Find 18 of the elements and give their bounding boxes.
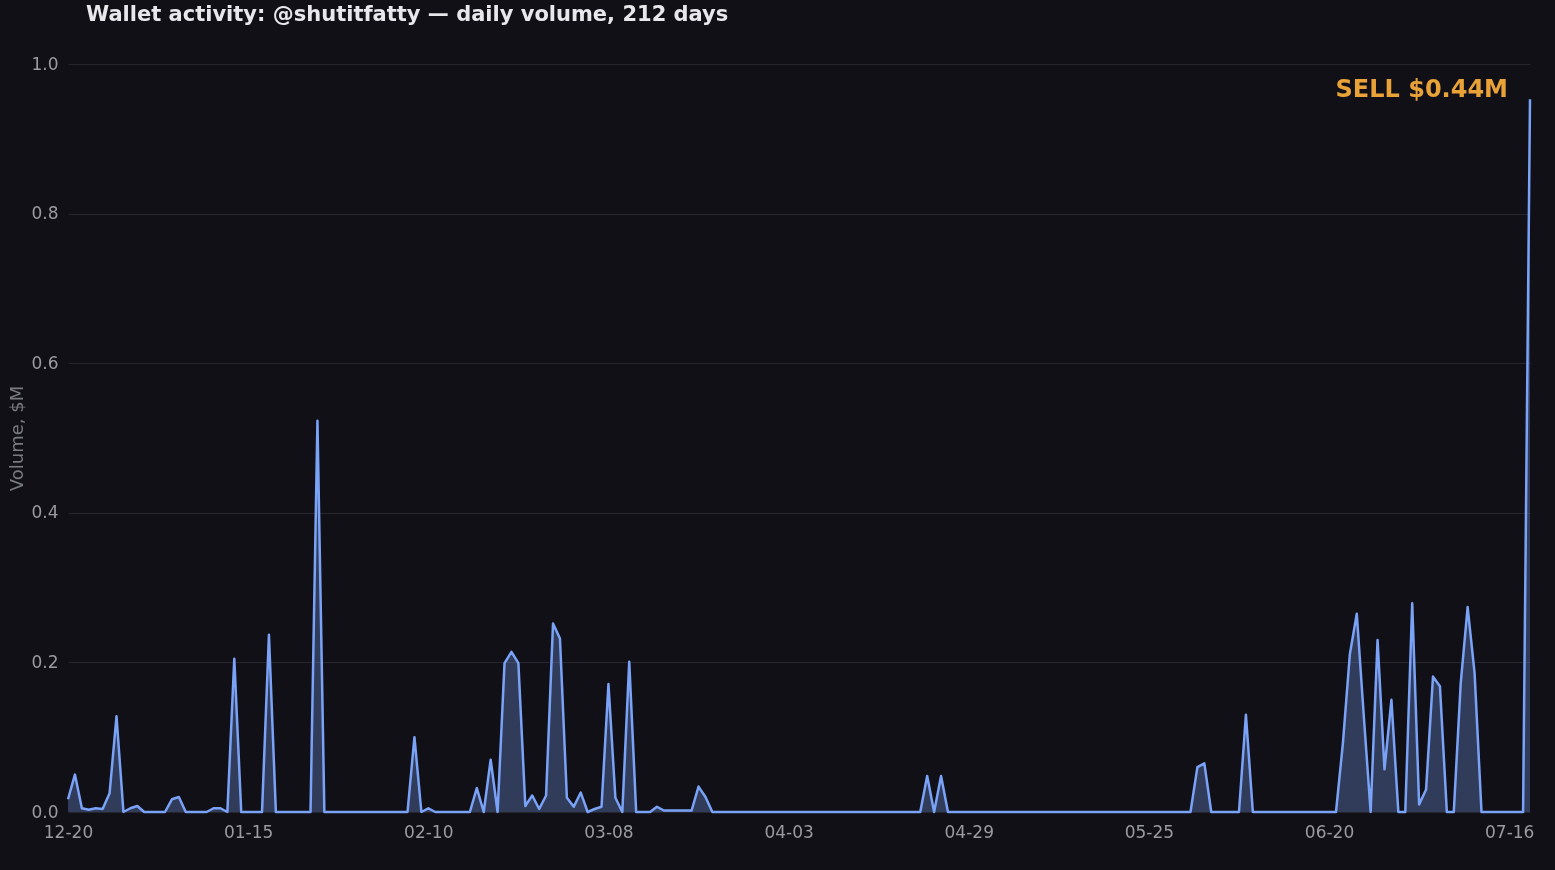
x-tick-label: 01-15	[223, 821, 274, 842]
chart-title: Wallet activity: @shutitfatty — daily volume, 212 days	[86, 2, 729, 26]
x-tick-label: 12-20	[43, 821, 94, 842]
y-tick-label: 1.0	[31, 53, 59, 74]
x-tick-label: 02-10	[404, 821, 454, 842]
y-tick-label: 0.4	[31, 502, 59, 523]
x-tick-label: 03-08	[584, 821, 634, 842]
y-tick-label: 0.2	[31, 651, 59, 672]
x-tick-label: 04-03	[764, 821, 814, 842]
y-tick-label: 0.0	[31, 801, 59, 822]
x-tick-label: 05-25	[1124, 821, 1175, 842]
x-tick-label: 06-20	[1304, 821, 1355, 842]
y-axis-title: Volume, $M	[6, 385, 28, 492]
y-tick-label: 0.8	[31, 203, 59, 224]
x-tick-label: 07-16	[1485, 821, 1535, 842]
annotation: SELL $0.44M	[1335, 75, 1508, 103]
x-tick-label: 04-29	[944, 821, 994, 842]
y-tick-label: 0.6	[31, 352, 59, 373]
